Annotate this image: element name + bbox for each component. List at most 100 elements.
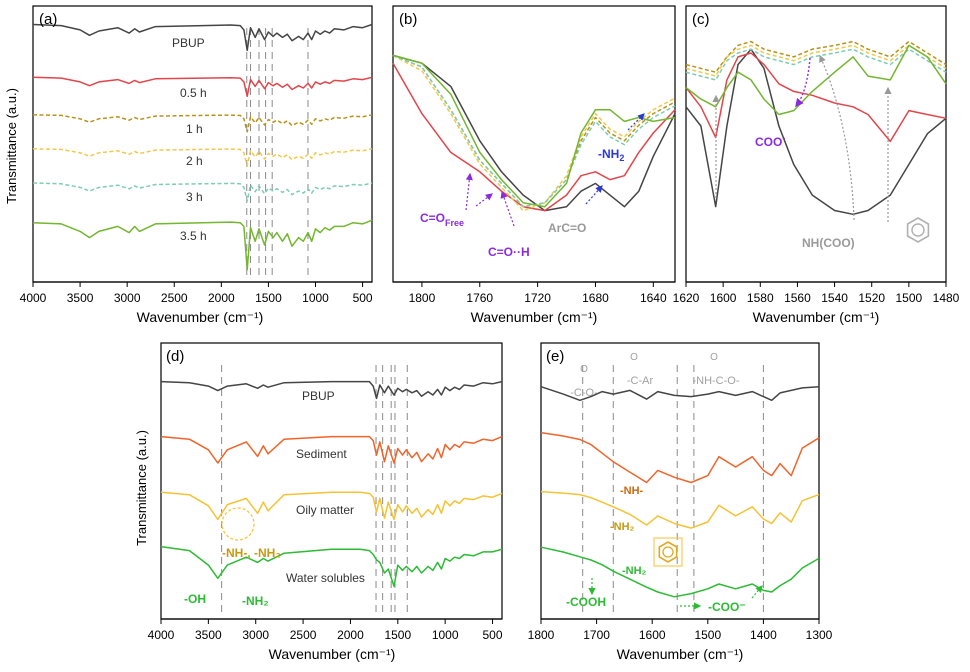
series-e-oily-matter	[540, 490, 820, 529]
trace-label-d-oily: Oily matter	[296, 503, 354, 517]
panel-b-label: (b)	[399, 11, 417, 28]
annot-cofree: C=OFree	[420, 211, 464, 228]
xtick-label-a-2: 3000	[114, 291, 141, 305]
annot-d-oh: -OH	[184, 592, 206, 606]
xtick-label-d-0: 4000	[148, 628, 175, 642]
arrow-arco	[585, 185, 603, 205]
arrow-coo	[795, 57, 811, 108]
panel-e-frame	[540, 342, 820, 620]
xtick-label-d-5: 1500	[384, 628, 411, 642]
annot-d-nh2: -NH₂	[242, 594, 269, 608]
series-c-pbup	[685, 48, 947, 216]
series-a-1-h	[32, 114, 373, 133]
xtick-label-d-2: 3000	[242, 628, 269, 642]
panel-d-xticks: 4000 3500 3000 2500 2000 1500 1000 500	[148, 618, 503, 642]
series-b-3-5-h	[392, 54, 676, 208]
annot-e-coo: -COO⁻	[708, 600, 746, 614]
series-a-2-h	[32, 148, 373, 167]
xtick-label-e-1: 1700	[583, 628, 610, 642]
annot-e-nh2-water: -NH₂	[622, 565, 647, 577]
xtick-label-e-3: 1500	[694, 628, 721, 642]
highlight-nh-circle	[221, 507, 255, 541]
xtick-label-b-4: 1640	[640, 291, 667, 305]
xtick-label-d-3: 2500	[290, 628, 317, 642]
series-a-3-h	[32, 182, 373, 202]
xtick-label-a-4: 2000	[208, 291, 235, 305]
series-e-water-solubles	[540, 546, 820, 598]
xtick-label-d-6: 1000	[432, 628, 459, 642]
group-label-arco: -C-Ar	[627, 375, 654, 387]
xtick-label-c-1: 1600	[710, 291, 737, 305]
series-a-3-5-h	[32, 219, 373, 271]
trace-label-d-pbup: PBUP	[302, 389, 335, 403]
panel-b: 1800 1760 1720 1680 1640 (b) Wavenumber (cm⁻…	[392, 5, 676, 325]
series-a-pbup	[32, 23, 373, 52]
series-b-2-h	[392, 54, 676, 212]
panel-c: 1620 1600 1580 1560 1540 1520 1500 1480 (c) Wav…	[673, 5, 960, 325]
panel-d-xlabel: Wavenumber (cm⁻¹)	[269, 646, 396, 662]
annot-arco: ArC=O	[548, 221, 586, 235]
group-label-urethane: -NH-C-O-	[692, 375, 739, 387]
xtick-label-b-1: 1760	[466, 291, 493, 305]
xtick-label-a-7: 500	[353, 291, 373, 305]
panel-a-label: (a)	[39, 11, 57, 28]
xtick-label-c-5: 1520	[858, 291, 885, 305]
group-label-ester-o: O	[580, 364, 588, 375]
trace-label-2h: 2 h	[186, 154, 203, 168]
annot-d-nh: -NH-, -NH₂	[222, 546, 281, 560]
xtick-label-d-1: 3500	[195, 628, 222, 642]
benzene-icon	[653, 537, 683, 567]
series-d-pbup	[160, 380, 503, 400]
panel-b-xticks: 1800 1760 1720 1680 1640	[393, 281, 675, 305]
xtick-label-b-0: 1800	[409, 291, 436, 305]
series-c-3-5-h	[685, 44, 947, 116]
xtick-label-e-4: 1400	[750, 628, 777, 642]
xtick-label-c-3: 1560	[784, 291, 811, 305]
series-e-pbup	[540, 385, 820, 402]
xtick-label-e-5: 1300	[806, 628, 833, 642]
series-e-sediment	[540, 431, 820, 484]
panel-a-xticks: 4000 3500 3000 2500 2000 1500 1000 500	[20, 281, 373, 305]
arrow-coh	[500, 190, 515, 227]
series-a-0-5-h	[32, 76, 373, 98]
annot-coo: COO-	[755, 133, 785, 149]
xtick-label-a-1: 3500	[67, 291, 94, 305]
trace-label-d-sediment: Sediment	[296, 447, 347, 461]
xtick-label-c-2: 1580	[747, 291, 774, 305]
annot-nh2: -NH2	[598, 147, 624, 163]
panel-a-xlabel: Wavenumber (cm⁻¹)	[137, 309, 264, 325]
annot-nh2-sub: 2	[619, 153, 624, 163]
arrow-cofree	[465, 172, 473, 211]
xtick-label-a-6: 1000	[302, 291, 329, 305]
panel-c-marks	[685, 40, 947, 216]
series-d-water-solubles	[160, 545, 503, 587]
annot-coh: C=O··H	[488, 245, 530, 259]
panel-e-marks	[540, 365, 820, 613]
benzene-icon	[906, 217, 930, 243]
xtick-label-d-4: 2000	[337, 628, 364, 642]
xtick-label-c-7: 1480	[933, 291, 960, 305]
series-c-3-h	[685, 48, 947, 81]
xtick-label-b-2: 1720	[524, 291, 551, 305]
xtick-label-d-7: 500	[483, 628, 503, 642]
series-b-0-5-h	[392, 62, 676, 212]
arrow-c-3	[819, 54, 855, 221]
series-c-0-5-h	[685, 52, 947, 143]
xtick-label-a-5: 1500	[255, 291, 282, 305]
arrow-e-coo-2	[751, 585, 763, 599]
panel-a-ylabel: Transmittance (a.u.)	[4, 88, 19, 204]
panel-a-marks	[32, 23, 373, 276]
xtick-label-c-4: 1540	[821, 291, 848, 305]
panel-d: 4000 3500 3000 2500 2000 1500 1000 500 (d) Tran…	[134, 342, 503, 662]
panel-e: 1800 1700 1600 1500 1400 1300 (e) Wavenumber …	[528, 342, 833, 662]
series-b-pbup	[392, 54, 676, 212]
series-c-2-h	[685, 44, 947, 77]
trace-label-pbup: PBUP	[172, 36, 205, 50]
group-label-arco-o: O	[630, 352, 638, 363]
annot-e-nh2-oily: -NH₂	[610, 521, 635, 533]
panel-e-xlabel: Wavenumber (cm⁻¹)	[617, 646, 744, 662]
panel-c-xlabel: Wavenumber (cm⁻¹)	[753, 309, 880, 325]
xtick-label-a-3: 2500	[161, 291, 188, 305]
annot-coo-main: COO	[755, 135, 782, 149]
